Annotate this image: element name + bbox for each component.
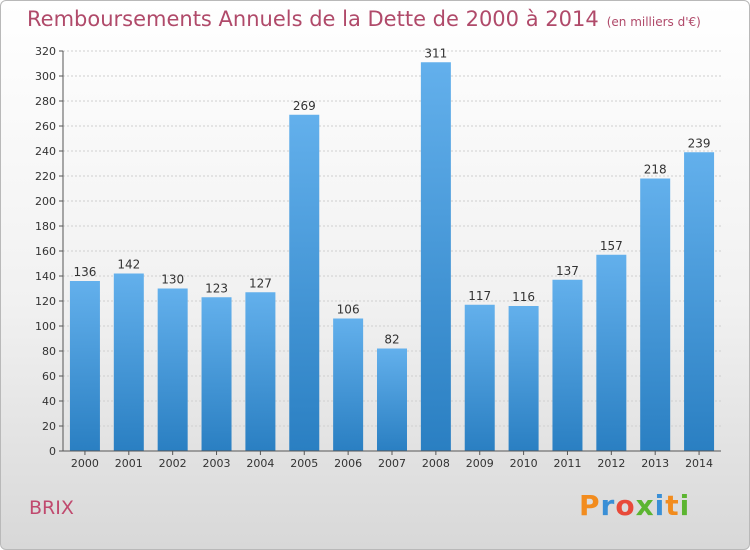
bar [69, 281, 100, 451]
y-tick-label: 40 [42, 395, 56, 408]
y-tick-label: 80 [42, 345, 56, 358]
bar-value-label: 218 [644, 163, 667, 177]
x-axis: 2000 2001 2002 2003 2004 2005 2006 2007 2008 2009… [63, 450, 721, 470]
bar-value-label: 116 [512, 290, 535, 304]
y-tick-label: 60 [42, 370, 56, 383]
x-tick-label: 2003 [203, 457, 231, 470]
y-tick-label: 320 [35, 45, 56, 58]
logo-letter: t [665, 489, 680, 522]
x-tick-label: 2012 [597, 457, 625, 470]
logo-letter: P [579, 489, 601, 522]
bar-value-label: 157 [600, 239, 623, 253]
logo-letter: x [635, 489, 655, 522]
bar-value-label: 127 [249, 276, 272, 290]
y-tick-label: 300 [35, 70, 56, 83]
bar-value-label: 106 [337, 303, 360, 317]
y-axis: 0 20 40 60 80 100 120 140 160 180 200 220 240 260 280 3… [35, 45, 64, 458]
bar [157, 288, 188, 451]
commune-name: BRIX [29, 497, 74, 519]
y-tick-label: 20 [42, 420, 56, 433]
bar [552, 279, 583, 451]
x-tick-label: 2014 [685, 457, 713, 470]
y-tick-label: 280 [35, 95, 56, 108]
x-tick-label: 2000 [71, 457, 99, 470]
bar [464, 304, 495, 451]
bar [684, 152, 715, 451]
y-tick-label: 220 [35, 170, 56, 183]
bar-value-label: 239 [688, 136, 711, 150]
y-tick-label: 160 [35, 245, 56, 258]
bar [289, 114, 320, 451]
chart-subtitle: (en milliers d'€) [606, 15, 701, 29]
bar [333, 318, 364, 451]
bar [640, 178, 671, 451]
bar-value-label: 311 [424, 46, 447, 60]
bar [508, 306, 539, 451]
chart-title-text: Remboursements Annuels de la Dette de 20… [27, 7, 599, 31]
logo-letter: i [654, 489, 666, 522]
bar [420, 62, 451, 451]
proxiti-logo[interactable]: Proxiti [579, 489, 690, 522]
logo-letter: i [679, 489, 691, 522]
bar-value-label: 117 [468, 289, 491, 303]
x-tick-label: 2004 [246, 457, 274, 470]
bar [113, 273, 144, 451]
x-tick-label: 2007 [378, 457, 406, 470]
bar-value-label: 82 [384, 333, 399, 347]
bar-value-label: 130 [161, 273, 184, 287]
x-tick-label: 2010 [510, 457, 538, 470]
bar-value-label: 142 [117, 258, 140, 272]
bar-value-label: 123 [205, 281, 228, 295]
x-tick-label: 2009 [466, 457, 494, 470]
y-tick-label: 240 [35, 145, 56, 158]
logo-letter: o [615, 489, 636, 522]
x-tick-label: 2001 [115, 457, 143, 470]
bar-value-label: 269 [293, 99, 316, 113]
bar [245, 292, 276, 451]
x-tick-label: 2008 [422, 457, 450, 470]
x-tick-label: 2002 [159, 457, 187, 470]
y-tick-label: 200 [35, 195, 56, 208]
chart-title: Remboursements Annuels de la Dette de 20… [27, 7, 701, 31]
x-tick-label: 2005 [290, 457, 318, 470]
y-tick-label: 260 [35, 120, 56, 133]
bar-value-label: 136 [73, 265, 96, 279]
x-tick-label: 2006 [334, 457, 362, 470]
y-tick-label: 0 [49, 445, 56, 458]
bar [201, 297, 232, 451]
bar [596, 254, 627, 451]
y-tick-label: 100 [35, 320, 56, 333]
bars: 136 142 130 123 127 269 106 82 311 117 116 137 157 21… [69, 46, 715, 451]
logo-letter: r [600, 489, 616, 522]
y-tick-label: 120 [35, 295, 56, 308]
y-tick-label: 180 [35, 220, 56, 233]
x-tick-label: 2013 [641, 457, 669, 470]
x-tick-label: 2011 [553, 457, 581, 470]
bar [377, 348, 407, 451]
y-tick-label: 140 [35, 270, 56, 283]
bar-value-label: 137 [556, 264, 579, 278]
